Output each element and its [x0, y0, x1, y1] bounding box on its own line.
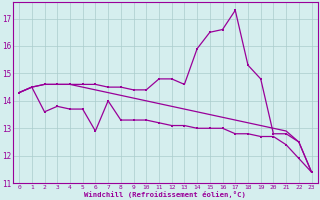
X-axis label: Windchill (Refroidissement éolien,°C): Windchill (Refroidissement éolien,°C) — [84, 191, 246, 198]
